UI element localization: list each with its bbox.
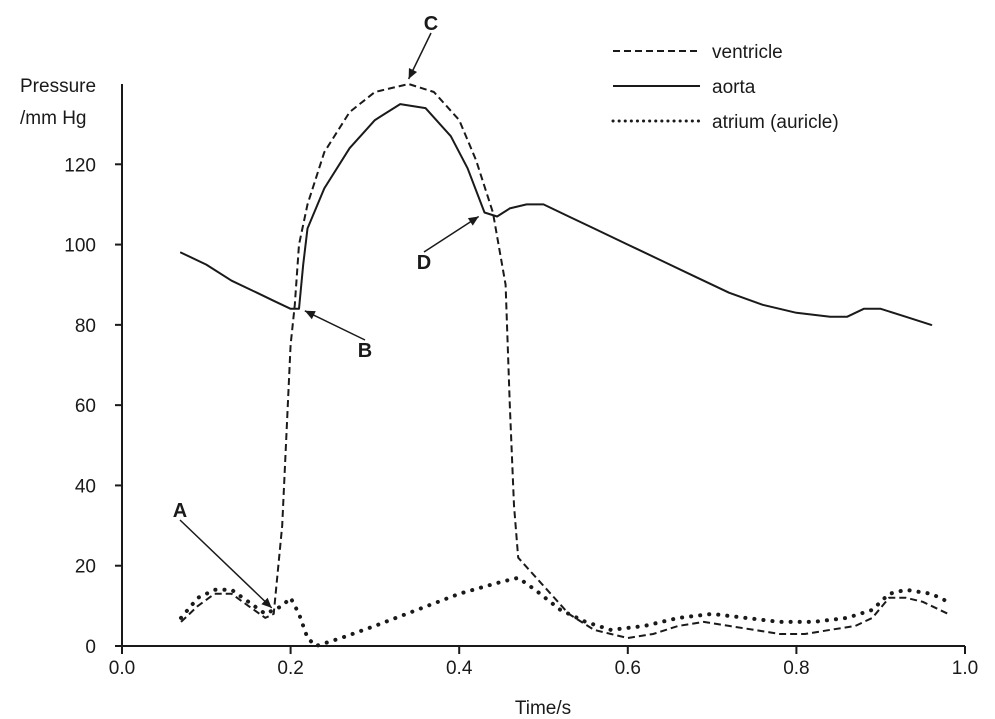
x-tick-label: 0.6 [615,658,641,679]
annotation-d: D [417,216,479,274]
annotation-c: C [409,13,439,79]
y-tick-label: 100 [64,236,96,257]
annotation-b-label: B [358,340,372,362]
legend-label-aorta: aorta [712,77,756,98]
y-axis-title-line-2: /mm Hg [20,108,87,129]
y-axis-title-line-1: Pressure [20,76,96,97]
annotation-d-label: D [417,252,431,274]
y-tick-label: 60 [75,396,96,417]
x-axis-title: Time/s [515,698,571,719]
y-tick-label: 0 [85,637,96,658]
series-atrium-auricle-line [181,578,948,646]
annotation-layer: A B C D [173,13,479,608]
legend: ventricle aorta atrium (auricle) [613,42,839,133]
x-tick-label: 1.0 [952,658,978,679]
annotation-b-arrow [305,311,365,340]
axes [122,84,965,646]
x-tick-label: 0.0 [109,658,135,679]
x-tick-label: 0.2 [277,658,303,679]
legend-label-ventricle: ventricle [712,42,783,63]
annotation-c-label: C [424,13,438,35]
x-ticks: 0.0 0.2 0.4 0.6 0.8 1.0 [109,646,978,679]
annotation-a-label: A [173,500,187,522]
legend-label-atrium-auricle: atrium (auricle) [712,112,839,133]
annotation-d-arrowhead [468,216,479,225]
y-tick-label: 20 [75,557,96,578]
annotation-a: A [173,500,272,608]
y-tick-label: 120 [64,155,96,176]
y-ticks: 0 20 40 60 80 100 120 [64,155,122,658]
series-ventricle-line [181,84,948,638]
y-tick-label: 80 [75,316,96,337]
x-tick-label: 0.4 [446,658,473,679]
series-layer [181,84,948,646]
annotation-b: B [305,311,372,362]
series-aorta-line [181,104,931,325]
x-tick-label: 0.8 [783,658,809,679]
y-tick-label: 40 [75,476,96,497]
